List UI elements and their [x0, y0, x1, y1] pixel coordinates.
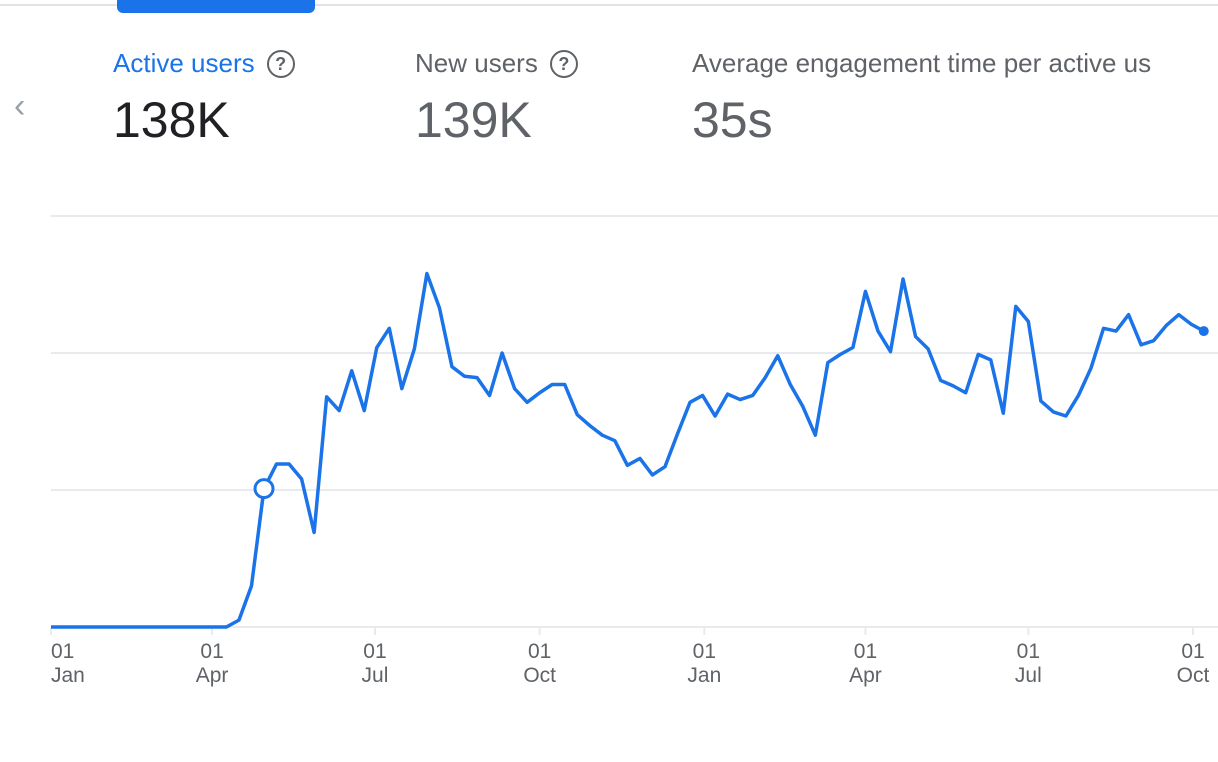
tab-label: Active users: [113, 48, 255, 78]
tab-label: New users: [415, 48, 538, 78]
metric-value: 35s: [692, 92, 773, 148]
tab-label: Average engagement time per active us: [692, 48, 1152, 78]
x-tick-day: 01: [200, 640, 223, 663]
x-tick-month: Apr: [849, 664, 882, 687]
x-tick-day: 01: [51, 640, 74, 663]
x-tick-day: 01: [363, 640, 386, 663]
metric-value: 138K: [113, 92, 230, 148]
chevron-left-icon[interactable]: ‹: [14, 87, 26, 125]
x-tick-day: 01: [1181, 640, 1204, 663]
tab-average-engagement-time[interactable]: Average engagement time per active us 35…: [692, 48, 1151, 149]
x-tick-month: Jul: [1015, 664, 1042, 687]
help-circle-icon[interactable]: ?: [549, 49, 578, 78]
tab-new-users[interactable]: New users? 139K: [415, 48, 578, 149]
x-tick-month: Oct: [1177, 664, 1210, 687]
card-top-border: [0, 4, 1218, 6]
help-circle-icon[interactable]: ?: [266, 49, 295, 78]
series-line: [51, 271, 1205, 629]
x-tick-day: 01: [1017, 640, 1040, 663]
x-tick-day: 01: [528, 640, 551, 663]
highlighted-point: [253, 478, 275, 500]
x-tick-day: 01: [854, 640, 877, 663]
tab-active-users[interactable]: Active users? 138K: [113, 48, 295, 149]
x-tick-month: Jul: [362, 664, 389, 687]
x-tick-month: Jan: [687, 664, 721, 687]
selected-tab-indicator: [117, 0, 315, 13]
x-tick-month: Oct: [523, 664, 556, 687]
x-tick-month: Apr: [196, 664, 229, 687]
end-point: [1198, 326, 1209, 337]
x-tick-day: 01: [693, 640, 716, 663]
x-tick-month: Jan: [51, 664, 85, 687]
metric-value: 139K: [415, 92, 532, 148]
